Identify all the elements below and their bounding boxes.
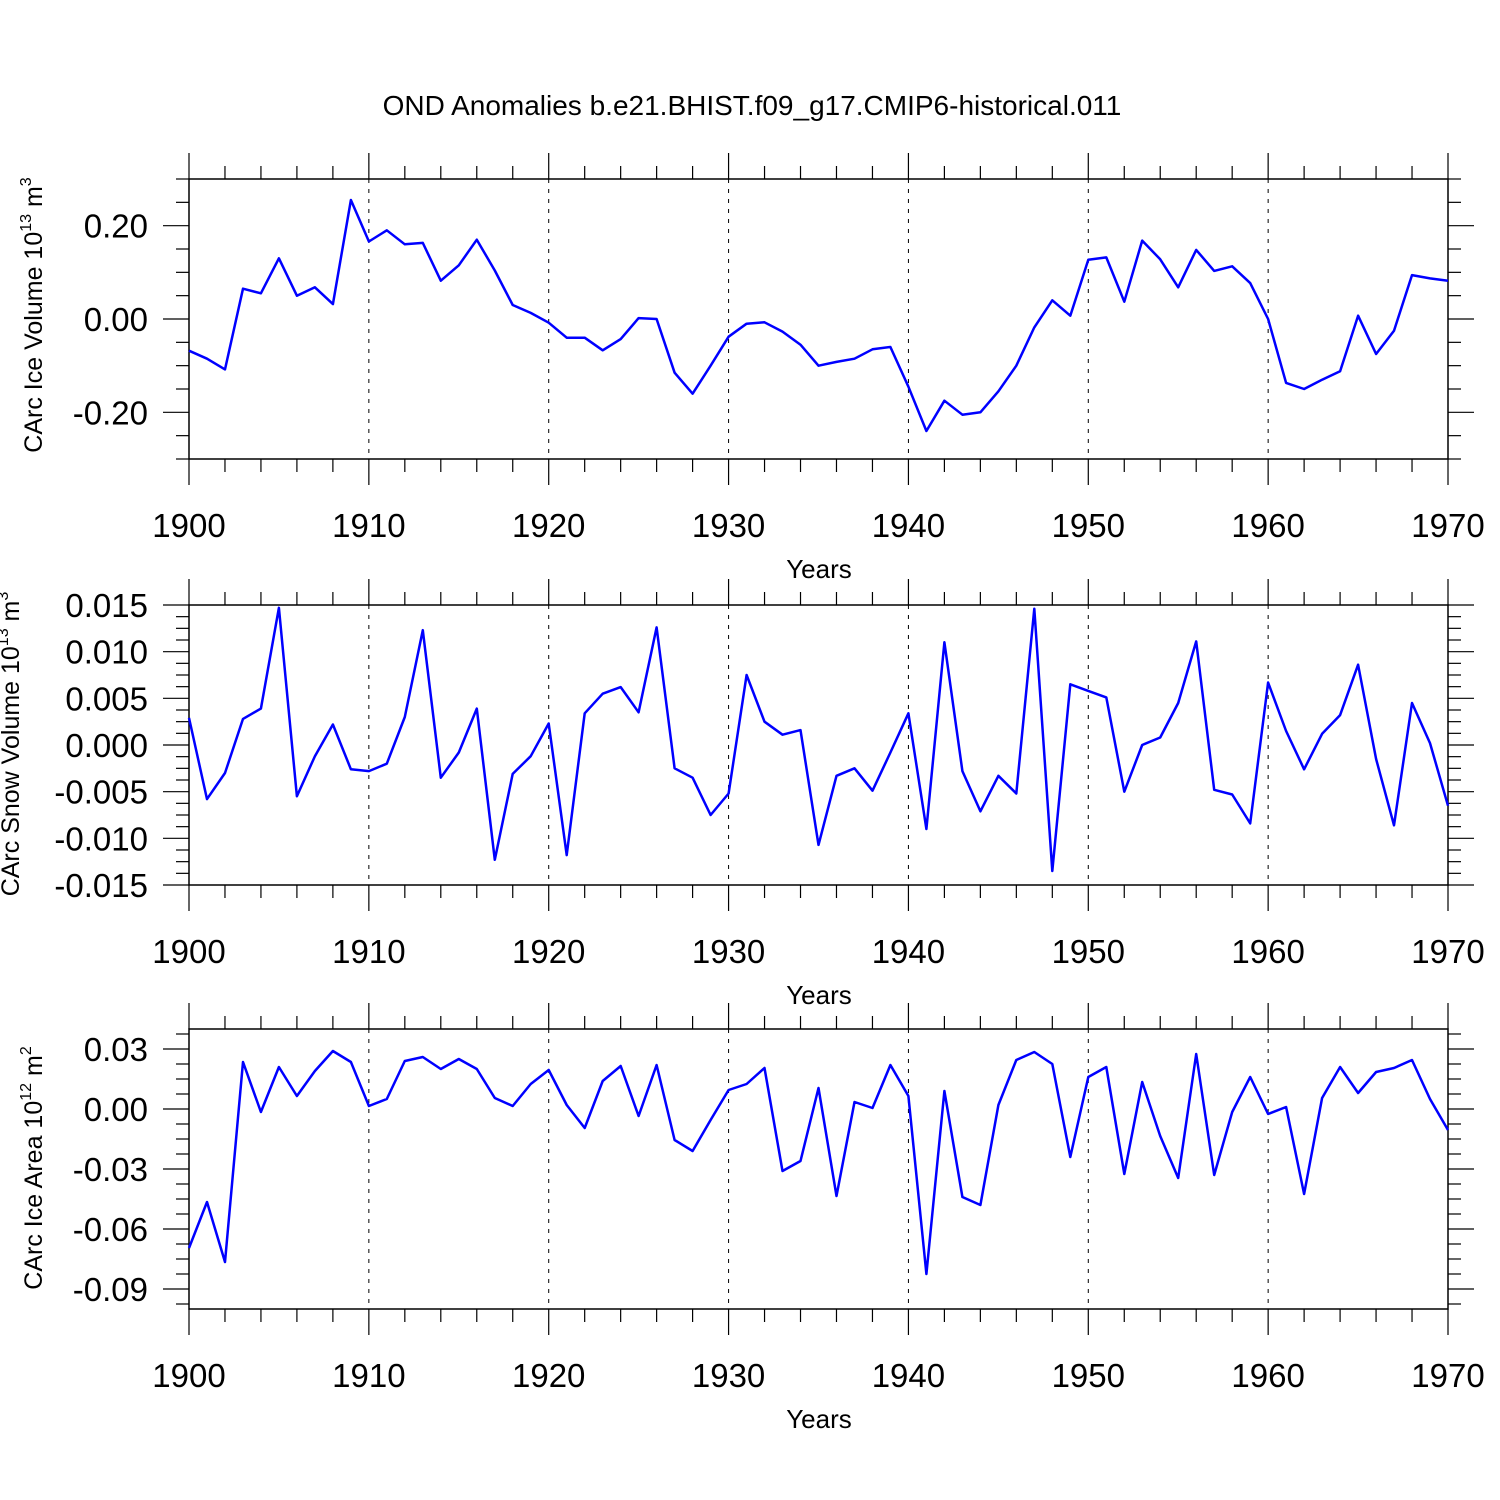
x-tick-label: 1950	[1052, 933, 1125, 970]
x-tick-label: 1900	[152, 933, 225, 970]
chart-title: OND Anomalies b.e21.BHIST.f09_g17.CMIP6-…	[383, 90, 1122, 121]
series-line	[188, 198, 1449, 433]
x-tick-label: 1920	[512, 933, 585, 970]
x-tick-label: 1900	[152, 507, 225, 544]
y-tick-label: -0.09	[73, 1271, 148, 1308]
x-tick-label: 1950	[1052, 1357, 1125, 1394]
series-line	[187, 1049, 1450, 1276]
x-tick-label: 1920	[512, 507, 585, 544]
x-tick-label: 1960	[1231, 1357, 1304, 1394]
x-tick-label: 1910	[332, 507, 405, 544]
y-tick-label: 0.015	[65, 587, 148, 624]
panel-snow-volume: 0.0150.0100.0050.000-0.005-0.010-0.01519…	[0, 579, 1485, 1010]
y-tick-label: 0.010	[65, 634, 148, 671]
x-tick-label: 1940	[872, 933, 945, 970]
y-tick-label: 0.000	[65, 727, 148, 764]
y-tick-label: 0.00	[84, 1091, 148, 1128]
x-axis-label: Years	[786, 554, 852, 584]
y-tick-label: -0.015	[54, 867, 148, 904]
y-tick-label: 0.00	[84, 301, 148, 338]
plot-frame	[188, 178, 1449, 460]
y-tick-label: 0.005	[65, 680, 148, 717]
y-tick-label: -0.005	[54, 774, 148, 811]
panel-ice-volume: 0.20 0.00 -0.20 1900 1910 1920 1930 1940 1950 196…	[18, 153, 1485, 584]
y-axis-label: CArc Snow Volume 1013 m3	[0, 592, 25, 897]
x-tick-label: 1930	[692, 933, 765, 970]
panel-ice-area: 0.03 0.00 -0.03 -0.06 -0.09 1900 1910 1920 1930 1…	[18, 1003, 1485, 1434]
y-tick-label: -0.010	[54, 820, 148, 857]
y-tick-label: -0.03	[73, 1151, 148, 1188]
x-tick-label: 1970	[1411, 1357, 1484, 1394]
x-tick-label: 1910	[332, 933, 405, 970]
y-tick-label: 0.20	[84, 208, 148, 245]
x-tick-label: 1960	[1231, 507, 1304, 544]
y-tick-label: -0.06	[73, 1211, 148, 1248]
x-tick-label: 1940	[872, 1357, 945, 1394]
x-tick-label: 1910	[332, 1357, 405, 1394]
y-axis-label: CArc Ice Area 1012 m2	[18, 1046, 48, 1290]
plot-frame	[188, 1028, 1449, 1310]
x-tick-label: 1930	[692, 1357, 765, 1394]
x-axis-label: Years	[786, 1404, 852, 1434]
y-axis-label: CArc Ice Volume 1013 m3	[18, 177, 48, 453]
y-tick-label: -0.20	[73, 394, 148, 431]
x-axis-label: Years	[786, 980, 852, 1010]
x-tick-label: 1960	[1231, 933, 1304, 970]
x-tick-label: 1920	[512, 1357, 585, 1394]
x-tick-label: 1940	[872, 507, 945, 544]
x-tick-label: 1970	[1411, 933, 1484, 970]
x-tick-label: 1900	[152, 1357, 225, 1394]
series-line	[187, 606, 1450, 873]
x-tick-label: 1950	[1052, 507, 1125, 544]
x-tick-label: 1970	[1411, 507, 1484, 544]
x-tick-label: 1930	[692, 507, 765, 544]
y-tick-label: 0.03	[84, 1031, 148, 1068]
